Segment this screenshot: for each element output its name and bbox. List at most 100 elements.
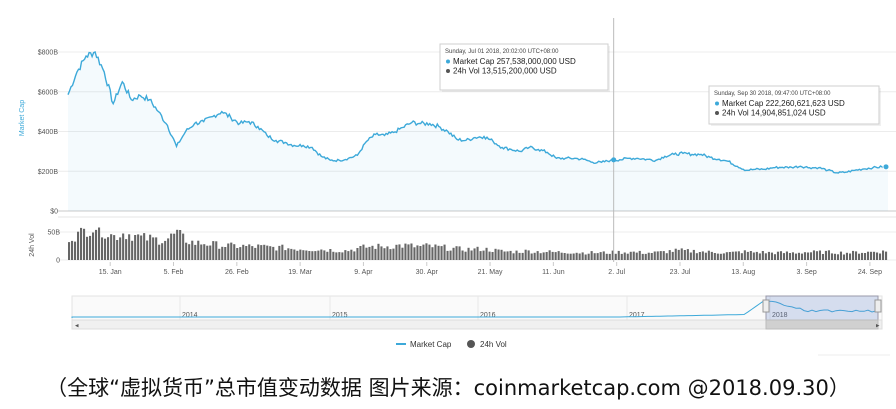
volume-bar bbox=[593, 253, 596, 260]
volume-bar bbox=[353, 251, 356, 260]
volume-bar bbox=[770, 252, 773, 260]
volume-bar bbox=[497, 249, 500, 260]
volume-bar bbox=[209, 245, 212, 260]
volume-bar bbox=[323, 250, 326, 260]
latest-point bbox=[882, 163, 890, 171]
volume-bar bbox=[140, 235, 143, 260]
volume-bar bbox=[410, 243, 413, 260]
volume-bar bbox=[467, 247, 470, 260]
volume-bar bbox=[740, 253, 743, 260]
volume-bar bbox=[191, 240, 194, 260]
volume-bar bbox=[215, 241, 218, 260]
tooltip-bullet bbox=[715, 101, 719, 106]
volume-bar bbox=[605, 253, 608, 260]
volume-bar bbox=[767, 251, 770, 260]
volume-bar bbox=[713, 253, 716, 260]
navigator-year-label: 2018 bbox=[772, 312, 788, 319]
volume-bar bbox=[395, 244, 398, 260]
x-tick-label: 23. Jul bbox=[670, 269, 691, 276]
volume-bar bbox=[206, 245, 209, 260]
volume-bar bbox=[113, 235, 116, 260]
x-tick-label: 21. May bbox=[478, 269, 503, 276]
volume-bar bbox=[293, 249, 296, 260]
volume-bar bbox=[524, 249, 527, 260]
volume-bar bbox=[464, 251, 467, 260]
volume-bar bbox=[488, 251, 491, 260]
volume-bar bbox=[440, 246, 443, 260]
navigator-year-label: 2015 bbox=[332, 312, 348, 319]
volume-bar bbox=[539, 253, 542, 260]
x-tick-label: 19. Mar bbox=[288, 269, 312, 276]
volume-bar bbox=[855, 251, 858, 260]
volume-bar bbox=[566, 253, 569, 260]
volume-bar bbox=[185, 242, 188, 260]
volume-bar bbox=[674, 248, 677, 260]
tooltip-box bbox=[439, 43, 609, 91]
x-tick-label: 11. Jun bbox=[542, 269, 565, 276]
volume-bar bbox=[284, 250, 287, 260]
volume-bar bbox=[257, 244, 260, 260]
volume-bar bbox=[377, 243, 380, 260]
volume-bar bbox=[590, 251, 593, 260]
volume-bar bbox=[329, 249, 332, 260]
volume-bar bbox=[392, 248, 395, 260]
legend-label: 24h Vol bbox=[480, 340, 507, 349]
volume-bar bbox=[221, 246, 224, 260]
volume-bar bbox=[317, 250, 320, 260]
volume-bar bbox=[176, 229, 179, 260]
volume-bar bbox=[233, 244, 236, 260]
volume-bar bbox=[383, 248, 386, 260]
x-tick-label: 5. Feb bbox=[164, 269, 184, 276]
volume-bar bbox=[806, 252, 809, 260]
volume-bar bbox=[455, 246, 458, 260]
volume-bar bbox=[873, 251, 876, 260]
volume-bar bbox=[656, 251, 659, 260]
volume-bar bbox=[443, 244, 446, 260]
tooltip-line-value: 257,538,000,000 USD bbox=[497, 57, 576, 66]
market-cap-area bbox=[68, 52, 888, 211]
volume-bar bbox=[449, 250, 452, 260]
volume-bar bbox=[260, 245, 263, 260]
volume-bar bbox=[188, 244, 191, 260]
volume-bar bbox=[299, 249, 302, 260]
navigator-handle-right bbox=[874, 299, 882, 313]
volume-bar bbox=[227, 243, 230, 260]
volume-bar bbox=[161, 243, 164, 260]
volume-bar bbox=[683, 250, 686, 260]
volume-bar bbox=[584, 254, 587, 260]
navigator-year-label: 2017 bbox=[629, 312, 645, 319]
tooltip-box bbox=[708, 85, 880, 125]
volume-bar bbox=[203, 244, 206, 260]
volume-bar bbox=[755, 251, 758, 260]
volume-bar bbox=[689, 252, 692, 260]
volume-bar bbox=[446, 250, 449, 260]
volume-bar bbox=[98, 227, 101, 260]
volume-bar bbox=[428, 244, 431, 260]
navigator-frame bbox=[71, 295, 883, 321]
legend[interactable]: Market Cap 24h Vol bbox=[396, 340, 890, 356]
volume-bar bbox=[434, 244, 437, 260]
volume-bar bbox=[389, 249, 392, 260]
volume-bar bbox=[500, 249, 503, 260]
navigator[interactable]: 2014 2015 2016 2017 2018 ◂ ▸ bbox=[71, 295, 883, 330]
volume-bar bbox=[74, 241, 77, 260]
volume-bar bbox=[68, 242, 71, 260]
volume-bar bbox=[122, 233, 125, 260]
tooltip-line-value: 222,260,621,623 USD bbox=[766, 99, 845, 108]
volume-bar bbox=[338, 252, 341, 260]
market-cap-line bbox=[67, 51, 889, 174]
x-tick-label: 15. Jan bbox=[99, 269, 122, 276]
tooltip-line-label: 24h Vol bbox=[453, 67, 482, 76]
navigator-year-label: 2014 bbox=[182, 312, 198, 319]
volume-bar bbox=[867, 251, 870, 260]
y-tick-label: $600B bbox=[38, 89, 59, 96]
volume-bar bbox=[146, 240, 149, 260]
legend-swatch-dot bbox=[467, 340, 475, 348]
volume-bar bbox=[110, 234, 113, 260]
volume-bar bbox=[254, 247, 257, 260]
volume-bar bbox=[752, 252, 755, 260]
volume-bar bbox=[800, 253, 803, 260]
volume-bar bbox=[416, 245, 419, 260]
volume-bar bbox=[635, 252, 638, 260]
